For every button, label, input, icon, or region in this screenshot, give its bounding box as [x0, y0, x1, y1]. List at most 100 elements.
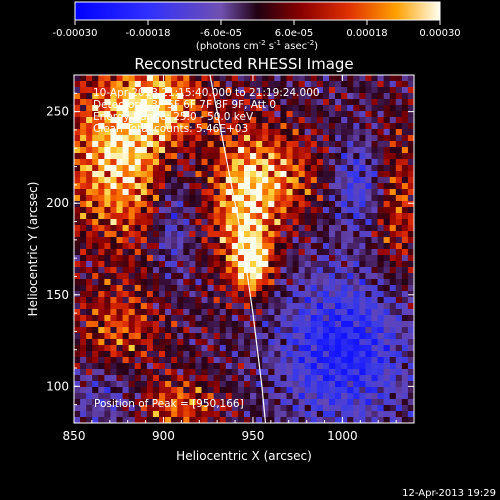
heatmap-cell	[177, 237, 184, 244]
heatmap-cell	[256, 321, 263, 328]
heatmap-cell	[110, 147, 117, 154]
heatmap-cell	[371, 183, 378, 190]
heatmap-cell	[256, 291, 263, 298]
heatmap-cell	[310, 207, 318, 214]
heatmap-cell	[377, 75, 385, 82]
heatmap-cell	[140, 189, 148, 196]
heatmap-cell	[183, 387, 190, 394]
heatmap-cell	[98, 321, 105, 328]
heatmap-cell	[353, 333, 360, 340]
heatmap-cell	[389, 381, 397, 388]
heatmap-cell	[177, 225, 184, 232]
heatmap-cell	[322, 105, 330, 112]
heatmap-cell	[322, 321, 330, 328]
heatmap-cell	[316, 321, 324, 328]
heatmap-cell	[298, 153, 306, 160]
heatmap-cell	[219, 129, 227, 136]
heatmap-cell	[310, 99, 318, 106]
heatmap-cell	[74, 159, 81, 166]
heatmap-cell	[341, 201, 348, 208]
heatmap-cell	[165, 201, 172, 208]
heatmap-cell	[116, 393, 123, 400]
heatmap-cell	[262, 171, 269, 178]
heatmap-cell	[268, 315, 275, 322]
heatmap-cell	[189, 405, 196, 412]
heatmap-cell	[365, 351, 372, 358]
heatmap-cell	[122, 183, 130, 190]
heatmap-cell	[274, 99, 281, 106]
heatmap-cell	[256, 195, 263, 202]
heatmap-cell	[377, 231, 385, 238]
heatmap-cell	[359, 351, 366, 358]
heatmap-cell	[146, 189, 154, 196]
heatmap-cell	[98, 261, 105, 268]
heatmap-cell	[165, 369, 172, 376]
heatmap-cell	[104, 147, 111, 154]
heatmap-cell	[280, 141, 287, 148]
heatmap-cell	[347, 285, 354, 292]
heatmap-cell	[244, 393, 251, 400]
heatmap-cell	[219, 201, 227, 208]
heatmap-cell	[237, 189, 245, 196]
heatmap-cell	[395, 159, 403, 166]
heatmap-cell	[322, 375, 330, 382]
heatmap-cell	[244, 189, 251, 196]
heatmap-cell	[365, 249, 372, 256]
heatmap-cell	[110, 345, 117, 352]
heatmap-cell	[92, 333, 99, 340]
heatmap-cell	[231, 303, 239, 310]
heatmap-cell	[383, 123, 391, 130]
heatmap-cell	[134, 117, 142, 124]
heatmap-cell	[329, 123, 336, 130]
heatmap-cell	[152, 231, 160, 238]
heatmap-cell	[371, 291, 378, 298]
heatmap-cell	[262, 99, 269, 106]
heatmap-cell	[237, 261, 245, 268]
heatmap-cell	[244, 243, 251, 250]
heatmap-cell	[122, 285, 130, 292]
heatmap-cell	[316, 315, 324, 322]
heatmap-cell	[347, 81, 354, 88]
heatmap-cell	[122, 267, 130, 274]
heatmap-cell	[389, 87, 397, 94]
heatmap-cell	[335, 201, 342, 208]
heatmap-cell	[134, 135, 142, 142]
heatmap-cell	[140, 177, 148, 184]
heatmap-cell	[304, 363, 312, 370]
heatmap-cell	[134, 363, 142, 370]
heatmap-cell	[122, 165, 130, 172]
heatmap-cell	[98, 213, 105, 220]
heatmap-cell	[365, 189, 372, 196]
heatmap-cell	[92, 345, 99, 352]
heatmap-cell	[286, 381, 293, 388]
heatmap-cell	[140, 135, 148, 142]
heatmap-cell	[280, 249, 287, 256]
heatmap-cell	[74, 93, 81, 100]
heatmap-cell	[389, 171, 397, 178]
heatmap-cell	[383, 303, 391, 310]
heatmap-cell	[80, 195, 87, 202]
heatmap-cell	[219, 219, 227, 226]
heatmap-cell	[274, 291, 281, 298]
heatmap-cell	[213, 321, 221, 328]
heatmap-cell	[213, 189, 221, 196]
heatmap-cell	[304, 369, 312, 376]
heatmap-cell	[335, 225, 342, 232]
heatmap-cell	[201, 411, 208, 418]
heatmap-cell	[244, 201, 251, 208]
heatmap-cell	[401, 177, 409, 184]
heatmap-cell	[341, 225, 348, 232]
heatmap-cell	[310, 93, 318, 100]
heatmap-cell	[207, 393, 215, 400]
heatmap-cell	[231, 333, 239, 340]
heatmap-cell	[365, 195, 372, 202]
heatmap-cell	[159, 411, 166, 418]
heatmap-cell	[280, 381, 287, 388]
heatmap-cell	[389, 309, 397, 316]
heatmap-cell	[280, 129, 287, 136]
heatmap-cell	[268, 87, 275, 94]
heatmap-cell	[383, 321, 391, 328]
heatmap-cell	[134, 411, 142, 418]
heatmap-cell	[225, 357, 233, 364]
heatmap-cell	[104, 279, 111, 286]
